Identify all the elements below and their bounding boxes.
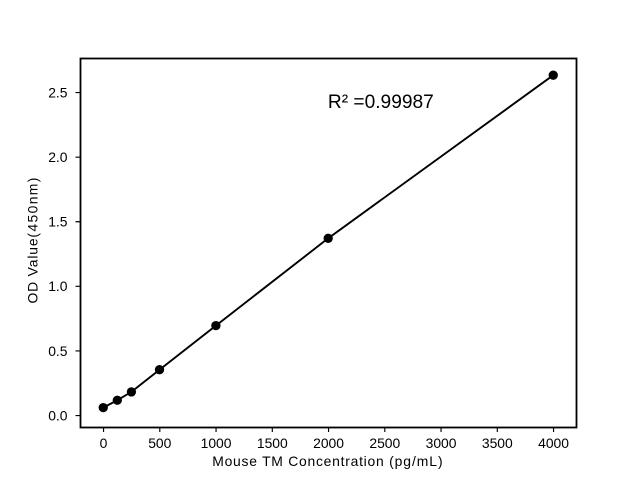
svg-text:2.0: 2.0 xyxy=(48,149,68,165)
svg-text:1500: 1500 xyxy=(257,435,288,451)
svg-text:R² =0.99987: R² =0.99987 xyxy=(328,92,434,113)
svg-text:500: 500 xyxy=(148,435,171,451)
svg-text:1.5: 1.5 xyxy=(48,214,68,230)
svg-text:0: 0 xyxy=(100,435,108,451)
svg-text:1.0: 1.0 xyxy=(48,278,68,294)
svg-text:3500: 3500 xyxy=(482,435,513,451)
svg-text:OD Value(450nm): OD Value(450nm) xyxy=(24,176,40,303)
svg-text:4000: 4000 xyxy=(538,435,569,451)
svg-text:2500: 2500 xyxy=(369,435,400,451)
svg-text:0.0: 0.0 xyxy=(48,407,68,423)
svg-text:3000: 3000 xyxy=(426,435,457,451)
svg-text:2.5: 2.5 xyxy=(48,84,68,100)
svg-text:1000: 1000 xyxy=(201,435,232,451)
svg-text:0.5: 0.5 xyxy=(48,343,68,359)
svg-text:2000: 2000 xyxy=(313,435,344,451)
svg-text:Mouse TM Concentration (pg/mL): Mouse TM Concentration (pg/mL) xyxy=(212,453,443,469)
